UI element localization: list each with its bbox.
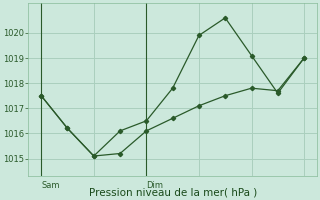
- Text: Dim: Dim: [146, 181, 163, 190]
- Text: Sam: Sam: [41, 181, 60, 190]
- X-axis label: Pression niveau de la mer( hPa ): Pression niveau de la mer( hPa ): [89, 187, 257, 197]
